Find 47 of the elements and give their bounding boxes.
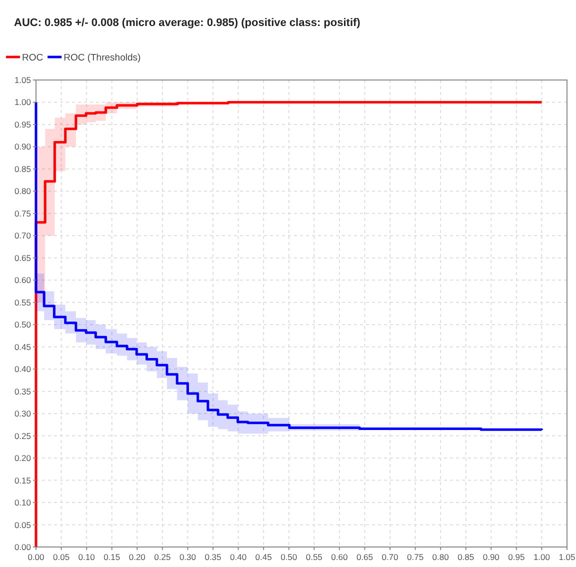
x-tick-label: 0.00 — [28, 552, 45, 562]
x-tick-label: 0.40 — [230, 552, 247, 562]
y-tick-label: 0.15 — [14, 475, 32, 486]
x-tick-label: 0.25 — [154, 552, 171, 562]
y-tick-label: 0.40 — [14, 364, 32, 374]
x-tick-label: 0.75 — [407, 552, 424, 562]
y-tick-label: 0.90 — [14, 142, 32, 152]
x-tick-label: 0.05 — [53, 552, 70, 562]
x-tick-label: 0.35 — [204, 552, 222, 562]
y-tick-label: 1.05 — [14, 75, 32, 85]
y-tick-label: 0.25 — [14, 430, 32, 441]
x-tick-label: 0.90 — [482, 552, 500, 562]
x-tick-label: 0.10 — [78, 552, 96, 562]
y-tick-label: 0.00 — [14, 542, 32, 552]
y-tick-label: 0.70 — [14, 230, 32, 241]
x-tick-label: 0.60 — [331, 552, 348, 562]
y-tick-label: 0.50 — [14, 320, 32, 330]
y-tick-label: 0.05 — [14, 520, 32, 530]
x-tick-label: 0.65 — [356, 552, 374, 562]
y-tick-label: 0.95 — [14, 119, 32, 130]
y-tick-label: 0.85 — [14, 164, 32, 174]
x-tick-label: 0.95 — [508, 552, 525, 562]
y-tick-label: 1.00 — [14, 97, 32, 108]
y-tick-label: 0.45 — [14, 342, 32, 352]
chart-title: AUC: 0.985 +/- 0.008 (micro average: 0.985) (positive class: positif) — [14, 17, 361, 29]
y-tick-label: 0.60 — [14, 275, 32, 286]
x-tick-label: 1.00 — [533, 552, 550, 562]
x-tick-label: 0.30 — [179, 552, 196, 562]
y-tick-label: 0.65 — [14, 252, 32, 263]
y-tick-label: 0.20 — [14, 453, 32, 464]
y-tick-label: 0.30 — [14, 408, 32, 419]
y-tick-label: 0.75 — [14, 208, 32, 218]
x-tick-label: 0.55 — [306, 552, 323, 562]
y-tick-label: 0.35 — [14, 386, 32, 396]
y-tick-label: 0.10 — [14, 498, 32, 508]
x-tick-label: 0.45 — [255, 552, 272, 562]
x-tick-label: 0.85 — [458, 552, 474, 562]
x-tick-label: 0.50 — [280, 552, 298, 562]
x-tick-label: 0.20 — [128, 552, 146, 562]
x-tick-label: 0.70 — [382, 552, 399, 562]
legend-label: ROC — [22, 52, 44, 64]
x-tick-label: 0.15 — [104, 552, 120, 562]
y-tick-label: 0.55 — [14, 297, 32, 308]
legend-label: ROC (Thresholds) — [64, 52, 141, 64]
x-tick-label: 0.80 — [432, 552, 450, 562]
x-tick-label: 1.05 — [558, 552, 576, 562]
y-tick-label: 0.80 — [14, 186, 32, 196]
